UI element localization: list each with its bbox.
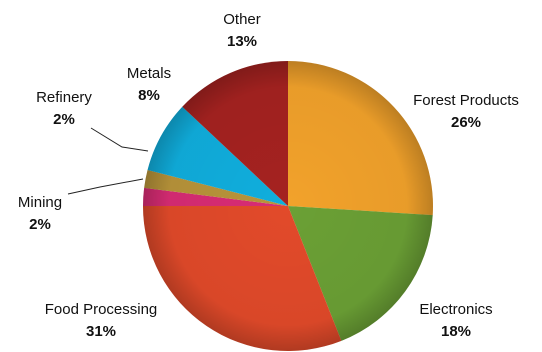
slice-labels: Forest Products 26% Electronics 18% Food… (18, 11, 519, 340)
pie-slice-forest-products (288, 61, 433, 216)
slice-value-mining: 2% (29, 216, 51, 233)
slice-value-metals: 8% (138, 87, 160, 104)
slice-value-food-processing: 31% (86, 323, 116, 340)
slice-value-electronics: 18% (441, 323, 471, 340)
slice-value-forest-products: 26% (451, 114, 481, 131)
slice-label-mining: Mining (18, 194, 62, 211)
slice-label-electronics: Electronics (419, 301, 492, 318)
slice-label-other: Other (223, 11, 261, 28)
leader-line-refinery (90, 127, 149, 152)
leader-line-mining (67, 178, 144, 195)
pie-slices (143, 61, 433, 352)
slice-label-forest-products: Forest Products (413, 92, 519, 109)
slice-label-metals: Metals (127, 65, 171, 82)
leader-lines (67, 127, 149, 195)
slice-label-food-processing: Food Processing (45, 301, 158, 318)
slice-value-refinery: 2% (53, 111, 75, 128)
slice-value-other: 13% (227, 33, 257, 50)
slice-label-refinery: Refinery (36, 89, 92, 106)
